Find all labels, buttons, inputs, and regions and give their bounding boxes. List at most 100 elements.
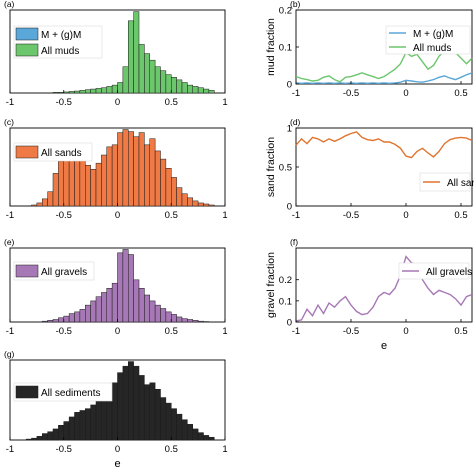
x-tick-label-g-4: 1	[222, 444, 227, 455]
bar-e-0-17	[133, 279, 140, 323]
bar-e-0-13	[111, 282, 118, 323]
legend-label-e-0: All gravels	[41, 267, 87, 278]
bar-e-0-21	[154, 304, 161, 323]
x-tick-label-f-1: -0.5	[343, 326, 359, 337]
bar-g-0-32	[197, 432, 204, 441]
bar-c-0-18	[128, 131, 134, 207]
legend-swatch-g-0	[15, 385, 39, 399]
bar-c-0-4	[52, 173, 59, 207]
x-tick-label-a-1: -0.5	[56, 97, 72, 108]
bar-a-1-21	[165, 74, 172, 94]
bar-g-0-22	[144, 384, 150, 441]
bar-g-0-16	[111, 382, 118, 441]
bar-g-0-24	[154, 389, 161, 441]
bar-a-1-7	[90, 88, 97, 94]
bar-c-0-9	[79, 159, 86, 207]
series-line-b-0	[295, 72, 473, 85]
bar-a-1-25	[187, 84, 193, 94]
x-tick-label-e-2: 0	[115, 326, 120, 337]
y-axis-label-f: gravel fraction	[265, 252, 277, 318]
bar-c-0-7	[68, 156, 75, 207]
bar-e-0-22	[160, 308, 167, 323]
legend-label-g-0: All sediments	[41, 388, 100, 399]
panel-label-b: (b)	[290, 0, 301, 9]
bar-g-0-21	[138, 375, 145, 441]
bar-c-0-15	[111, 144, 118, 207]
panel-label-f: (f)	[290, 237, 298, 247]
bar-a-1-4	[74, 90, 81, 94]
bar-c-0-24	[160, 158, 167, 207]
y-axis-label-b: mud fraction	[265, 18, 277, 76]
bar-e-0-28	[192, 320, 199, 323]
bar-e-0-24	[171, 314, 177, 323]
bar-g-0-6	[58, 424, 64, 441]
legend-b: M + (g)M All muds	[385, 25, 471, 55]
legend-g: All sediments	[13, 382, 113, 402]
panel-c: (c) -1 -0.5 0 0.5 1 All sands	[4, 117, 228, 221]
bar-a-1-5	[79, 90, 86, 94]
bar-g-0-10	[79, 410, 86, 441]
bar-e-0-12	[106, 288, 113, 323]
bar-e-0-16	[128, 254, 134, 323]
bar-a-1-20	[160, 70, 167, 94]
x-tick-label-e-1: -0.5	[56, 326, 72, 337]
x-tick-label-b-3: 0.5	[454, 88, 467, 99]
x-tick-label-a-3: 0.5	[165, 97, 178, 108]
bar-e-0-8	[85, 304, 91, 323]
x-tick-label-d-3: 0.5	[454, 210, 467, 221]
bar-c-0-33	[208, 204, 215, 207]
x-tick-label-c-0: -1	[6, 210, 14, 221]
bar-e-0-4	[63, 315, 70, 323]
bar-e-0-6	[74, 311, 81, 323]
x-tick-label-b-0: -1	[292, 88, 300, 99]
bar-c-0-20	[138, 132, 145, 207]
x-tick-label-f-0: -1	[292, 326, 300, 337]
x-tick-label-c-4: 1	[222, 210, 227, 221]
series-line-d-0	[295, 131, 473, 159]
bar-e-0-15	[122, 249, 129, 323]
bar-e-0-23	[165, 311, 172, 323]
bar-c-0-14	[106, 146, 113, 207]
bar-a-1-8	[95, 88, 102, 94]
bar-c-0-17	[122, 129, 129, 207]
bar-a-1-26	[192, 86, 199, 94]
bar-c-0-31	[197, 202, 204, 207]
bar-g-0-1	[31, 437, 38, 441]
y-axis-label-d: sand fraction	[265, 137, 277, 197]
bar-a-1-0	[52, 92, 59, 94]
bar-g-0-25	[160, 397, 167, 441]
bar-a-1-28	[203, 88, 210, 94]
bar-c-0-25	[165, 168, 172, 207]
bar-c-0-12	[95, 162, 102, 207]
x-tick-label-c-1: -0.5	[56, 210, 72, 221]
bar-a-1-27	[197, 87, 204, 94]
bar-c-0-29	[187, 197, 193, 207]
x-tick-label-a-2: 0	[115, 97, 120, 108]
x-tick-label-d-2: 0	[403, 210, 408, 221]
bar-g-0-0	[25, 438, 32, 441]
panel-label-c: (c)	[4, 117, 14, 127]
y-tick-label-d-1: 0.5	[279, 163, 292, 174]
bar-c-0-13	[101, 154, 107, 207]
panel-label-a: (a)	[4, 0, 15, 9]
bar-g-0-20	[133, 365, 140, 441]
x-tick-label-d-0: -1	[292, 210, 300, 221]
bar-c-0-5	[58, 160, 64, 207]
bar-a-1-9	[101, 87, 107, 94]
x-tick-label-a-0: -1	[6, 97, 14, 108]
bar-c-0-3	[47, 191, 54, 207]
bar-a-1-10	[106, 86, 113, 94]
bar-g-0-5	[52, 428, 59, 441]
y-tick-label-f-0: 0	[287, 318, 292, 329]
bar-c-0-11	[90, 169, 97, 207]
bar-g-0-34	[208, 436, 215, 441]
bar-g-0-23	[149, 382, 156, 441]
bar-c-0-2	[42, 198, 48, 207]
x-tick-label-g-1: -0.5	[56, 444, 72, 455]
x-tick-label-e-3: 0.5	[165, 326, 178, 337]
bar-c-0-22	[149, 138, 156, 207]
bar-c-0-32	[203, 203, 210, 207]
bar-a-1-13	[122, 66, 129, 94]
bar-g-0-18	[122, 365, 129, 441]
